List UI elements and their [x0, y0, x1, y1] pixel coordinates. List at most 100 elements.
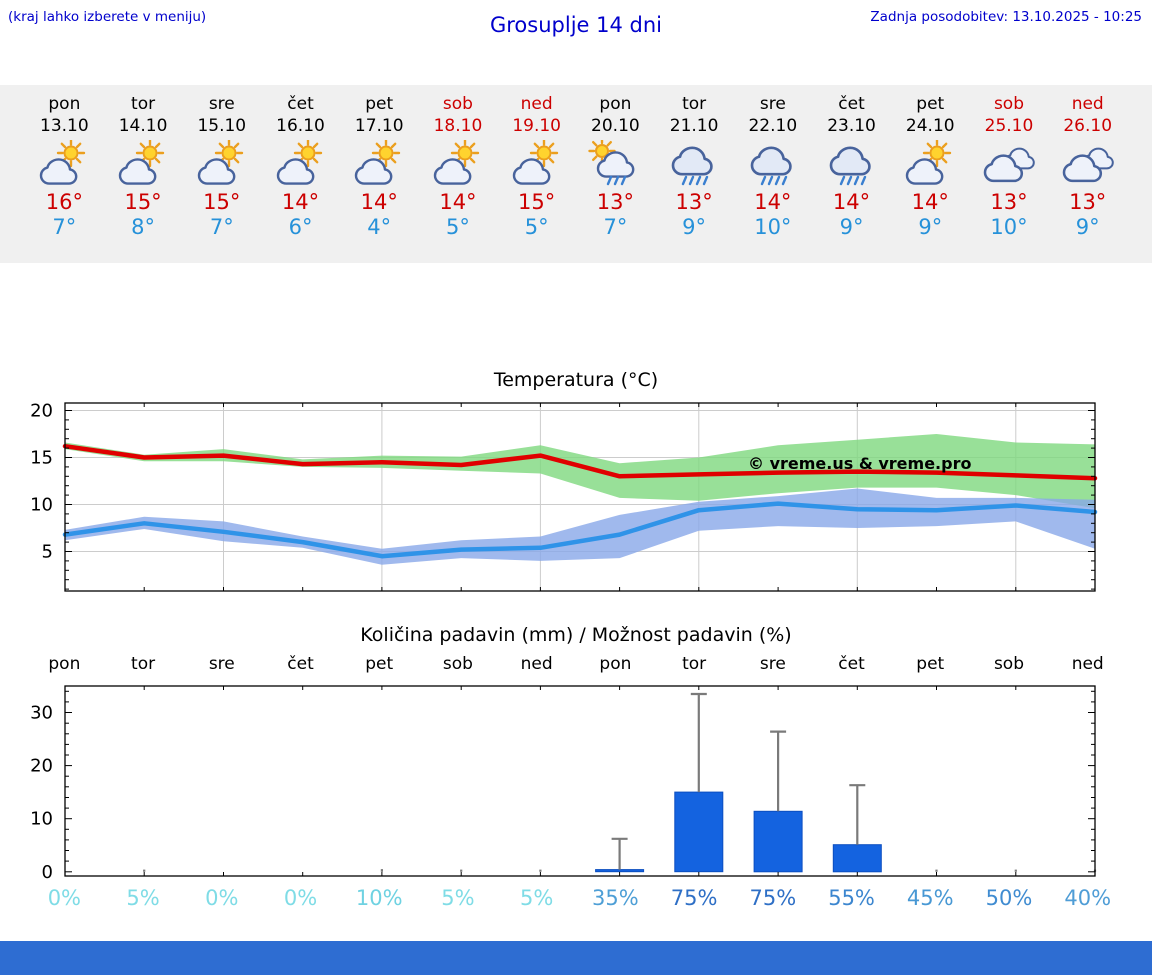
day-column: sre 22.10 14° 10°: [733, 93, 812, 263]
day-low-temp: 9°: [682, 215, 707, 239]
day-column: ned 19.10 15° 5°: [497, 93, 576, 263]
precip-day-label: sre: [759, 654, 786, 674]
day-date: 14.10: [118, 116, 168, 136]
day-column: pon 20.10 13° 7°: [576, 93, 655, 263]
svg-text:10: 10: [30, 495, 53, 516]
svg-text:20: 20: [30, 401, 53, 422]
day-column: pon 13.10 16° 7°: [25, 93, 104, 263]
precip-day-label: pon: [48, 654, 81, 674]
tmin-line: [62, 501, 1098, 559]
footer-banner[interactable]: [0, 941, 1152, 975]
day-high-temp: 14°: [832, 190, 871, 214]
precip-day-label: pet: [365, 654, 394, 674]
day-column: ned 26.10 13° 9°: [1048, 93, 1127, 263]
temperature-chart: 5 10 15 20 © vreme.us & vreme.pro: [30, 401, 1098, 592]
precip-day-label: pet: [916, 654, 945, 674]
precip-day-label: pon: [599, 654, 632, 674]
day-low-temp: 9°: [918, 215, 943, 239]
day-high-temp: 14°: [911, 190, 949, 214]
day-high-temp: 15°: [518, 190, 556, 214]
day-low-temp: 9°: [1075, 215, 1100, 239]
day-date: 19.10: [512, 116, 561, 136]
day-name: pon: [599, 94, 632, 114]
precip-day-label: ned: [520, 654, 553, 674]
watermark-link[interactable]: © vreme.us & vreme.pro: [748, 454, 971, 473]
partly-sunny-icon: [118, 140, 165, 185]
precip-bar: [674, 791, 724, 873]
partly-sunny-icon: [512, 140, 558, 185]
day-low-temp: 5°: [446, 215, 470, 239]
precip-percent-labels: 0% 5% 0% 0% 10% 5% 5% 35% 75% 75% 55% 45% 50% 40%: [0, 886, 1152, 910]
precip-day-label: čet: [287, 654, 314, 674]
day-high-temp: 15°: [203, 190, 241, 214]
precip-day-label: tor: [131, 654, 156, 674]
day-name: sob: [993, 94, 1025, 114]
day-high-temp: 13°: [1069, 190, 1107, 214]
day-low-temp: 7°: [209, 215, 234, 239]
day-low-temp: 10°: [754, 215, 792, 239]
precip-day-labels: pon tor sre čet pet sob ned pon tor sre čet pet sob n…: [0, 654, 1152, 674]
day-column: sre 15.10 15° 7°: [182, 93, 261, 263]
day-date: 24.10: [905, 116, 955, 136]
page-title: Grosuplje 14 dni: [489, 13, 662, 37]
day-name: ned: [1071, 94, 1104, 114]
temp-range-band: [65, 434, 1095, 509]
day-low-temp: 9°: [839, 215, 864, 239]
day-high-temp: 14°: [439, 190, 477, 214]
precip-percent: 35%: [592, 886, 639, 910]
partly-sunny-icon: [40, 140, 86, 185]
cloudy-icon: [1062, 147, 1114, 183]
day-high-temp: 13°: [990, 190, 1028, 214]
last-update-text: Zadnja posodobitev: 13.10.2025 - 10:25: [870, 9, 1142, 25]
day-name: ned: [520, 94, 553, 114]
day-column: čet 16.10 14° 6°: [261, 93, 340, 263]
rain-icon: [671, 146, 713, 186]
day-name: sre: [759, 94, 786, 114]
day-date: 23.10: [827, 116, 876, 136]
day-column: sob 25.10 13° 10°: [970, 93, 1049, 263]
day-column: pet 24.10 14° 9°: [891, 93, 970, 263]
precip-percent: 0%: [283, 886, 318, 910]
svg-text:0: 0: [42, 862, 53, 883]
precip-percent: 0%: [205, 886, 239, 910]
day-date: 18.10: [433, 116, 483, 136]
day-date: 25.10: [984, 116, 1034, 136]
day-low-temp: 10°: [990, 215, 1028, 239]
temp-range-band: [65, 488, 1095, 565]
day-name: tor: [682, 94, 707, 114]
precip-bar: [595, 869, 645, 873]
day-column: pet 17.10 14° 4°: [340, 93, 419, 263]
day-high-temp: 13°: [596, 190, 634, 214]
day-name: pet: [365, 94, 394, 114]
day-high-temp: 16°: [45, 190, 83, 214]
svg-text:5: 5: [42, 542, 53, 563]
precip-chart-title: Količina padavin (mm) / Možnost padavin …: [360, 624, 792, 646]
day-name: sob: [442, 94, 473, 114]
sun-showers-icon: [588, 140, 635, 186]
precip-chart: 0 10 20 30: [30, 685, 1097, 883]
precip-percent: 5%: [126, 886, 160, 910]
precipitation-section: Količina padavin (mm) / Možnost padavin …: [0, 624, 1152, 910]
precip-bar: [832, 844, 882, 873]
day-low-temp: 7°: [603, 215, 628, 239]
partly-sunny-icon: [433, 140, 480, 185]
precip-day-label: čet: [838, 654, 865, 674]
day-name: pon: [48, 94, 81, 114]
svg-text:10: 10: [30, 809, 53, 830]
day-column: tor 21.10 13° 9°: [655, 93, 734, 263]
day-date: 15.10: [197, 116, 247, 136]
precip-day-label: ned: [1071, 654, 1104, 674]
precip-percent: 75%: [749, 886, 797, 910]
precip-percent: 5%: [441, 886, 475, 910]
location-menu-hint: (kraj lahko izberete v meniju): [8, 9, 207, 25]
partly-sunny-icon: [906, 140, 952, 185]
forecast-strip: pon 13.10 16° 7° tor 14.10 15° 8° sre 15.10 15° 7° č…: [0, 85, 1152, 263]
day-column: tor 14.10 15° 8°: [104, 93, 183, 263]
day-column: čet 23.10 14° 9°: [812, 93, 891, 263]
partly-sunny-icon: [355, 140, 401, 185]
svg-text:20: 20: [30, 756, 53, 777]
day-low-temp: 7°: [52, 215, 77, 239]
day-date: 22.10: [748, 116, 798, 136]
day-high-temp: 13°: [675, 190, 713, 214]
day-name: tor: [131, 94, 156, 114]
